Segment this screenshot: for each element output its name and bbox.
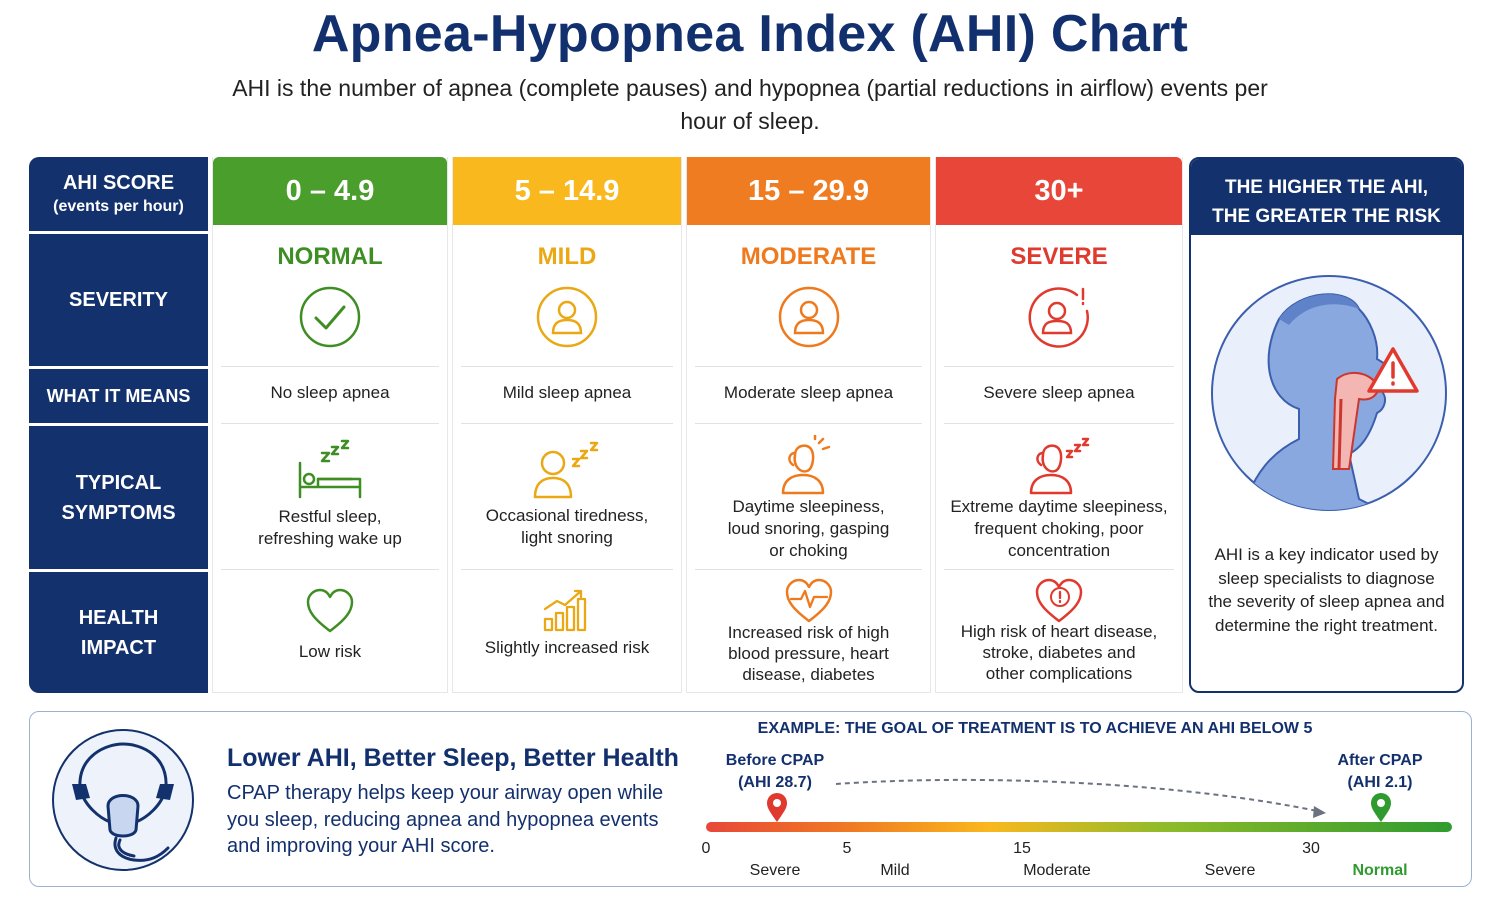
checkmark-circle-icon xyxy=(299,286,361,348)
symptom-text: Daytime sleepiness, loud snoring, gaspin… xyxy=(727,497,890,560)
zone-label: Severe xyxy=(749,862,801,879)
heart-alert-icon xyxy=(1035,578,1083,623)
sleeping-bed-icon xyxy=(298,439,362,499)
meaning-text: Severe sleep apnea xyxy=(983,383,1135,402)
airway-head-illustration-icon xyxy=(1211,275,1447,511)
treatment-text: CPAP therapy helps keep your airway open… xyxy=(227,782,664,857)
zone-label-normal: Normal xyxy=(1352,862,1408,879)
before-marker-icon xyxy=(767,793,787,822)
heart-icon xyxy=(306,588,354,633)
impact-text: High risk of heart disease, stroke, diab… xyxy=(960,622,1158,683)
risk-panel-heading: THE HIGHER THE AHI, THE GREATER THE RISK xyxy=(1191,159,1462,235)
page-title: Apnea-Hypopnea Index (AHI) Chart xyxy=(311,5,1189,63)
heartbeat-icon xyxy=(785,578,832,623)
zone-label: Severe xyxy=(1204,862,1256,879)
range-header: 15 – 29.9 xyxy=(687,157,930,225)
cpap-mask-icon xyxy=(52,729,194,871)
person-alert-circle-icon xyxy=(1028,287,1089,348)
ahi-scale-bar xyxy=(706,778,1452,832)
person-circle-icon xyxy=(536,286,598,348)
severity-label: SEVERE xyxy=(1010,243,1108,270)
category-moderate: 15 – 29.9 MODERATE Moderate sleep apnea … xyxy=(686,157,931,693)
range-header: 5 – 14.9 xyxy=(453,157,681,225)
label-typical-symptoms: TYPICAL SYMPTOMS xyxy=(61,471,176,524)
before-cpap-label: Before CPAP (AHI 28.7) xyxy=(725,752,825,791)
severity-label: NORMAL xyxy=(277,243,383,270)
risk-panel-text: AHI is a key indicator used by sleep spe… xyxy=(1208,545,1445,635)
after-marker-icon xyxy=(1371,793,1391,822)
sleepy-person-icon xyxy=(533,441,599,499)
zone-label: Moderate xyxy=(1023,862,1091,879)
ahi-table: AHI SCORE (events per hour) SEVERITY WHA… xyxy=(29,157,1185,693)
scale-tick: 5 xyxy=(842,840,852,857)
label-severity: SEVERITY xyxy=(69,288,168,311)
exhausted-person-icon xyxy=(1029,437,1090,495)
symptom-text: Extreme daytime sleepiness, frequent cho… xyxy=(950,497,1168,560)
person-circle-icon xyxy=(778,286,839,348)
symptom-text: Occasional tiredness, light snoring xyxy=(485,506,649,547)
range-header: 0 – 4.9 xyxy=(213,157,447,225)
scale-tick: 30 xyxy=(1302,840,1320,857)
meaning-text: Mild sleep apnea xyxy=(502,383,632,402)
treatment-title: Lower AHI, Better Sleep, Better Health xyxy=(227,744,679,772)
risk-panel: THE HIGHER THE AHI, THE GREATER THE RISK… xyxy=(1189,157,1464,693)
category-severe: 30+ SEVERE Severe sleep apnea Extreme da… xyxy=(935,157,1183,693)
page-subtitle: AHI is the number of apnea (complete pau… xyxy=(232,75,1268,134)
impact-text: Increased risk of high blood pressure, h… xyxy=(727,623,890,684)
range-header: 30+ xyxy=(936,157,1182,225)
zone-label: Mild xyxy=(880,862,910,879)
after-cpap-label: After CPAP (AHI 2.1) xyxy=(1337,752,1423,791)
row-label-column: AHI SCORE (events per hour) SEVERITY WHA… xyxy=(29,157,208,693)
impact-text: Low risk xyxy=(298,642,362,661)
scale-tick: 0 xyxy=(701,840,711,857)
meaning-text: Moderate sleep apnea xyxy=(723,383,894,402)
label-health-impact: HEALTH IMPACT xyxy=(78,606,159,659)
meaning-text: No sleep apnea xyxy=(270,383,390,402)
severity-label: MILD xyxy=(537,243,597,270)
treatment-box: Lower AHI, Better Sleep, Better Health C… xyxy=(29,711,1472,887)
rising-bars-icon xyxy=(543,589,587,632)
severity-label: MODERATE xyxy=(740,243,877,270)
symptom-text: Restful sleep, refreshing wake up xyxy=(258,507,402,548)
label-ahi-score: AHI SCORE (events per hour) xyxy=(53,172,184,215)
impact-text: Slightly increased risk xyxy=(484,638,650,657)
scale-tick: 15 xyxy=(1013,840,1031,857)
category-normal: 0 – 4.9 NORMAL No sleep apnea Restful sl… xyxy=(212,157,448,693)
example-title: EXAMPLE: THE GOAL OF TREATMENT IS TO ACH… xyxy=(757,720,1313,737)
category-mild: 5 – 14.9 MILD Mild sleep apnea Occasiona… xyxy=(452,157,682,693)
tired-person-icon xyxy=(781,435,830,495)
label-what-it-means: WHAT IT MEANS xyxy=(46,385,191,406)
